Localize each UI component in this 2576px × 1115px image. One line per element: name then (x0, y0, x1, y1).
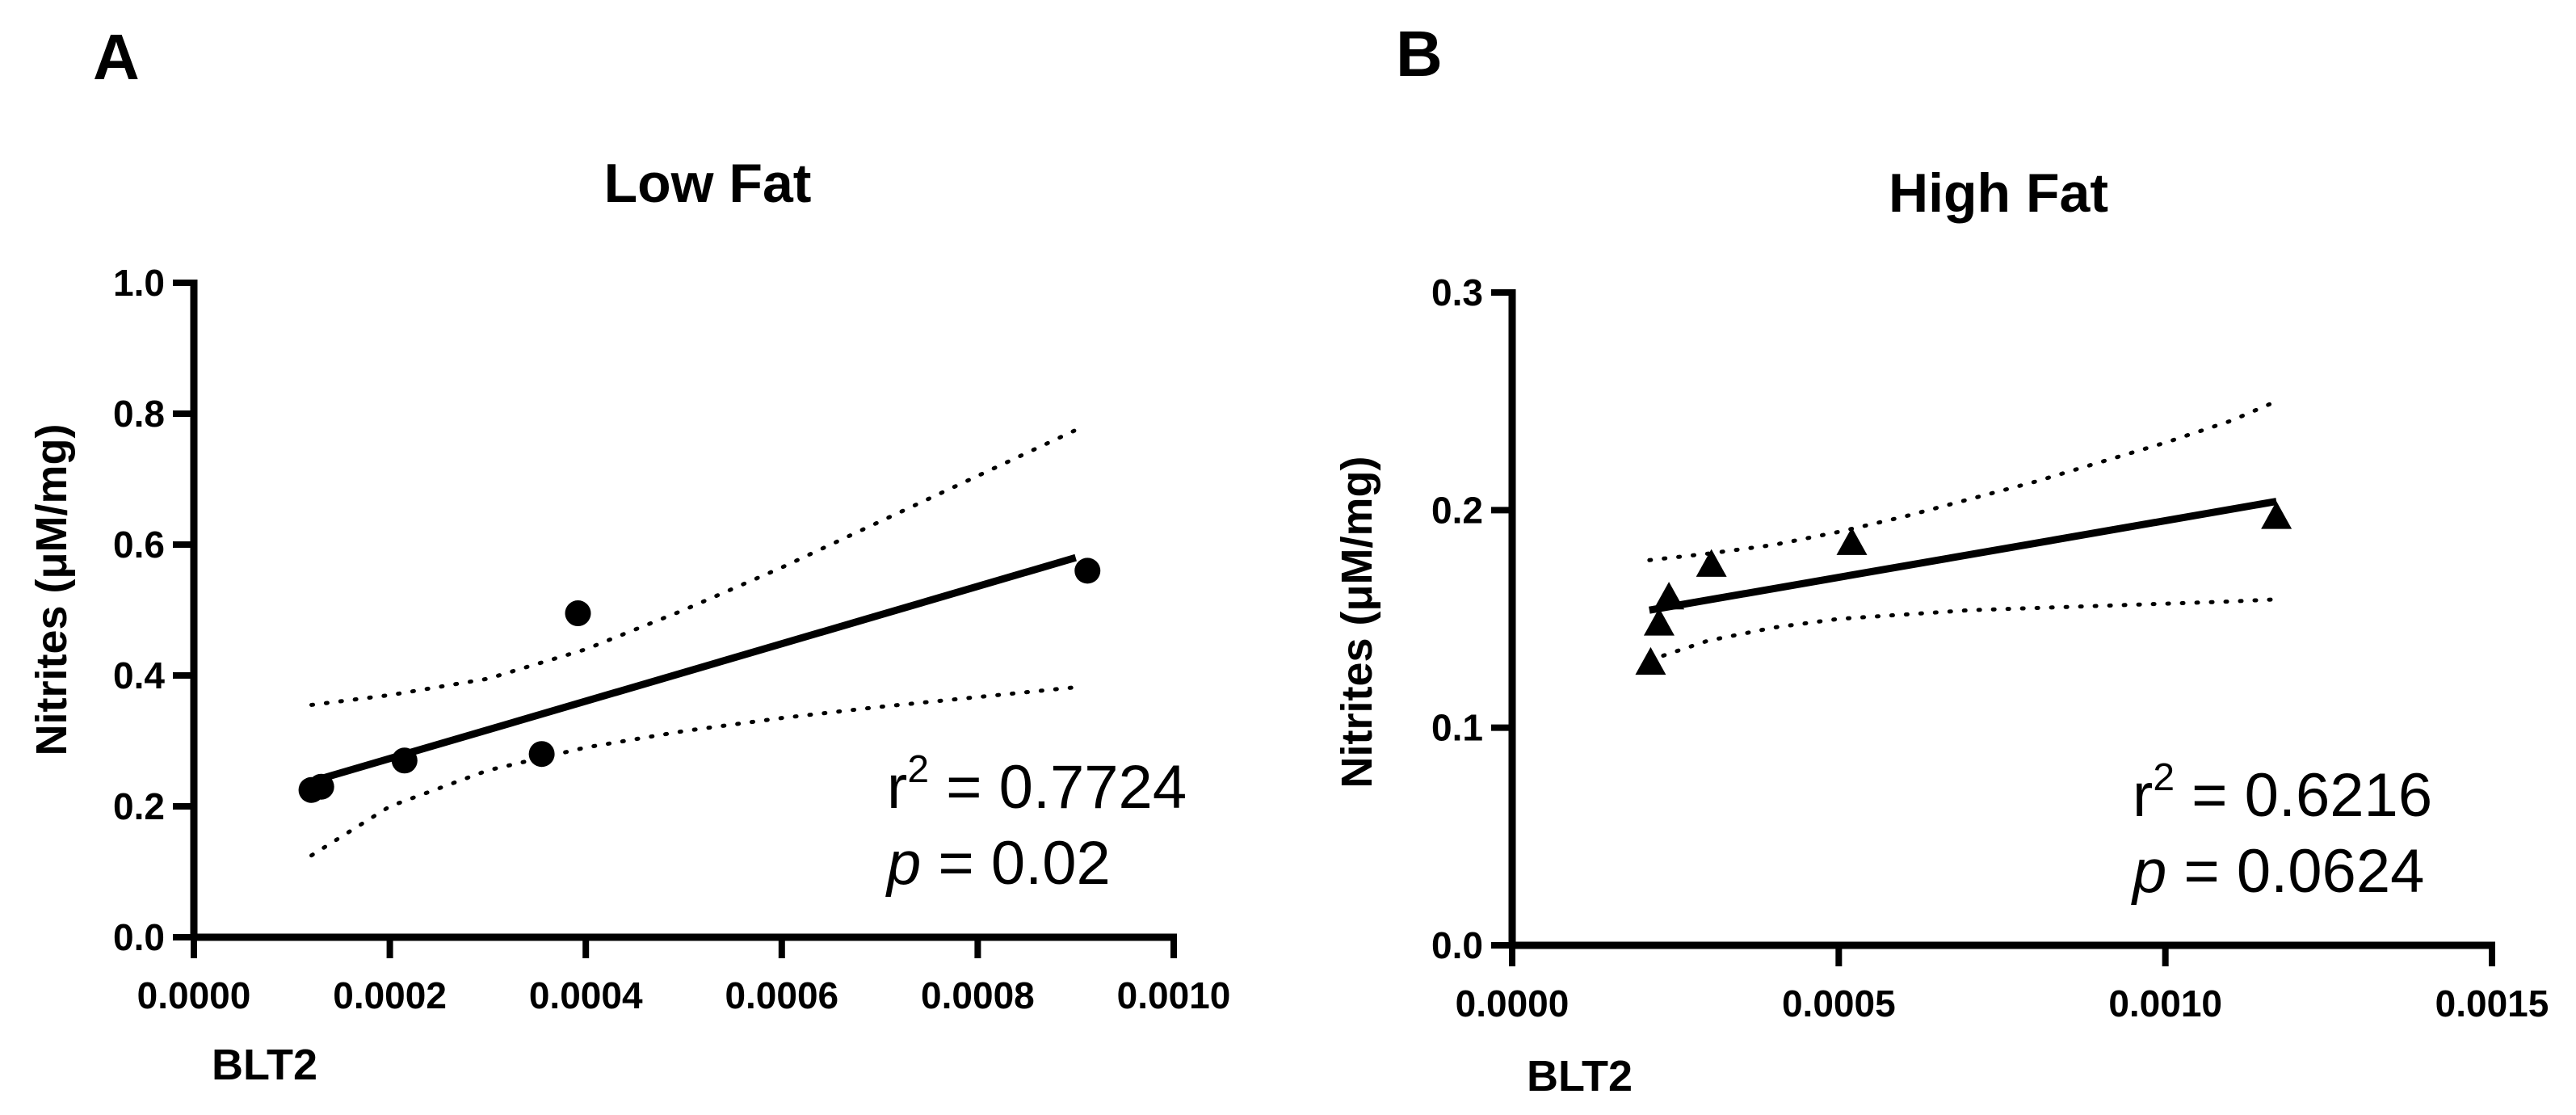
panel-letter-b: B (1396, 18, 1443, 90)
data-point (308, 773, 334, 800)
data-point (391, 747, 418, 774)
x-tick-label: 0.0010 (1117, 974, 1231, 1016)
panel-a: A Low Fat 0.00.20.40.60.81.0 0.0000 0.000… (27, 21, 1230, 1089)
x-tick-label: 0.0005 (1782, 982, 1896, 1025)
panel-b: B High Fat 0.00.10.20.3 0.0000 0.0005 0.00… (1333, 18, 2549, 1100)
y-ticks-b: 0.0 0.1 0.2 0.3 (1431, 271, 1512, 966)
data-point (1836, 527, 1868, 555)
r2-superscript-b: 2 (2153, 756, 2175, 799)
x-tick-label: 0.0010 (2108, 982, 2222, 1025)
y-axis-label-b: Nitrites (μM/mg) (1333, 456, 1381, 788)
r2-superscript-a: 2 (907, 748, 929, 791)
x-ticks-a: 0.0000 0.0002 0.0004 0.0006 0.0008 0.0010 (137, 937, 1231, 1016)
p-value-annotation-a: p = 0.02 (885, 829, 1111, 898)
x-tick-label: 0.0000 (1456, 982, 1570, 1025)
y-axis-label-a: Nitrites (μM/mg) (27, 423, 76, 755)
data-point (528, 741, 555, 768)
p-value-a: = 0.02 (921, 829, 1111, 898)
plot-area-b: 0.0 0.1 0.2 0.3 0.0000 0.0005 0.0010 0.0015 (1431, 271, 2549, 1025)
x-tick-label: 0.0002 (333, 974, 447, 1016)
data-point (565, 600, 591, 627)
y-tick-label: 0.1 (1431, 707, 1483, 749)
data-point (1635, 646, 1666, 675)
data-points-b (1635, 501, 2292, 675)
data-point (2261, 501, 2292, 529)
y-tick-label: 0.2 (1431, 489, 1483, 531)
x-tick-label: 0.0000 (137, 974, 251, 1016)
data-point (1643, 608, 1675, 636)
r2-prefix-b: r (2133, 761, 2153, 830)
regression-line-b (1649, 498, 2277, 614)
y-tick-label: 0.8 (113, 393, 165, 435)
data-points-a (298, 558, 1101, 803)
r2-value-b: = 0.6216 (2175, 761, 2432, 830)
chart-title-b: High Fat (1889, 162, 2108, 224)
y-tick-label: 0.6 (113, 524, 165, 566)
panel-letter-a: A (93, 21, 140, 93)
ci-upper-line-a (309, 427, 1078, 707)
chart-title-a: Low Fat (604, 153, 812, 214)
x-tick-label: 0.0004 (529, 974, 643, 1016)
r2-value-a: = 0.7724 (929, 753, 1187, 822)
r-squared-annotation-b: r2 = 0.6216 (2133, 756, 2432, 830)
p-letter-b: p (2131, 837, 2166, 906)
plot-area-a: 0.00.20.40.60.81.0 0.0000 0.0002 0.0004 0.0… (113, 262, 1230, 1016)
x-axis-label-a: BLT2 (212, 1041, 317, 1089)
x-tick-label: 0.0006 (725, 974, 838, 1016)
y-tick-label: 0.0 (1431, 924, 1483, 966)
p-value-b: = 0.0624 (2166, 837, 2424, 906)
data-point (1654, 582, 1685, 610)
y-tick-label: 0.3 (1431, 271, 1483, 313)
x-ticks-b: 0.0000 0.0005 0.0010 0.0015 (1456, 945, 2549, 1025)
y-tick-label: 0.4 (113, 654, 165, 696)
ci-upper-line-b (1647, 399, 2279, 562)
data-point (1696, 549, 1727, 577)
r-squared-annotation-a: r2 = 0.7724 (887, 748, 1187, 822)
p-value-annotation-b: p = 0.0624 (2131, 837, 2424, 906)
y-tick-label: 0.2 (113, 785, 165, 827)
regression-line-a (310, 553, 1077, 785)
x-tick-label: 0.0008 (921, 974, 1035, 1016)
y-ticks-a: 0.0 0.2 0.4 0.6 0.8 1.0 (113, 262, 194, 958)
r2-prefix-a: r (887, 753, 907, 822)
x-axis-label-b: BLT2 (1527, 1052, 1633, 1100)
y-tick-label: 0.0 (113, 916, 165, 958)
ci-lower-line-b (1647, 597, 2279, 663)
x-tick-label: 0.0015 (2435, 982, 2549, 1025)
data-point (1074, 558, 1101, 584)
y-tick-label: 1.0 (113, 262, 165, 304)
p-letter-a: p (885, 829, 921, 898)
